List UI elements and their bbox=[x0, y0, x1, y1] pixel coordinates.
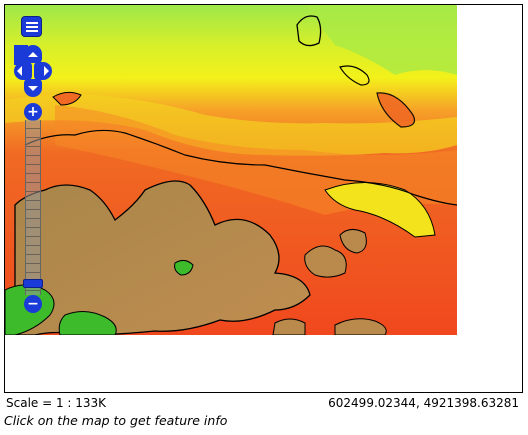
yellow-band bbox=[5, 94, 457, 156]
yellow-tongue bbox=[324, 182, 436, 238]
zoom-in-button[interactable]: + bbox=[24, 103, 42, 121]
lake-outline-left bbox=[52, 91, 82, 106]
zoom-slider-handle[interactable] bbox=[23, 279, 43, 288]
feature-info-hint: Click on the map to get feature info bbox=[4, 413, 228, 428]
pan-control bbox=[14, 45, 52, 97]
terrain-island-4 bbox=[272, 318, 306, 336]
elevation-map[interactable] bbox=[5, 5, 523, 393]
scale-readout: Scale = 1 : 133K bbox=[6, 396, 107, 410]
map-viewport[interactable]: + − bbox=[4, 4, 523, 393]
arrow-left-icon bbox=[12, 66, 22, 76]
green-patch-2 bbox=[58, 311, 117, 336]
arrow-right-icon bbox=[44, 66, 54, 76]
arrow-down-icon bbox=[28, 86, 38, 96]
coordinate-readout: 602499.02344, 4921398.63281 bbox=[328, 396, 519, 410]
zoom-out-button[interactable]: − bbox=[24, 295, 42, 313]
high-elevation-zone bbox=[305, 5, 457, 75]
lake-outline-right-2 bbox=[376, 92, 416, 128]
lake-outline-right-1 bbox=[339, 65, 370, 86]
zoom-slider-track[interactable] bbox=[25, 120, 41, 295]
terrain-island-3 bbox=[334, 318, 387, 336]
layer-list-icon[interactable] bbox=[21, 16, 42, 37]
no-data-right bbox=[457, 5, 522, 392]
terrain-island-1 bbox=[304, 245, 347, 278]
zone-boundary bbox=[24, 129, 458, 206]
terrain-island-2 bbox=[339, 229, 367, 254]
green-patch-3 bbox=[174, 259, 194, 276]
arrow-up-icon bbox=[28, 47, 38, 57]
no-data-bottom bbox=[5, 335, 457, 392]
lake-outline-top bbox=[296, 15, 322, 47]
